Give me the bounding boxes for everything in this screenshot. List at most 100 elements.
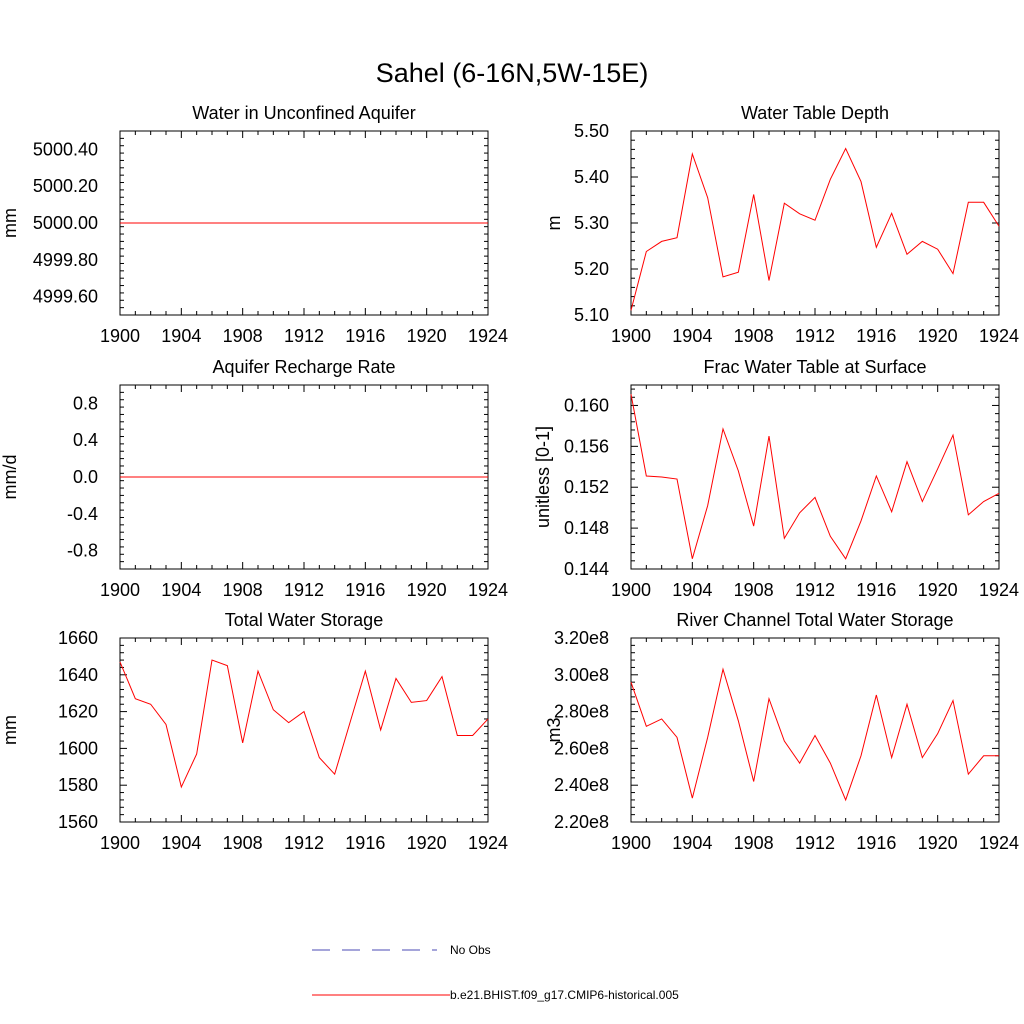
x-tick-label: 1916: [345, 580, 385, 600]
y-axis-label: unitless [0-1]: [533, 426, 553, 528]
x-tick-label: 1908: [223, 833, 263, 853]
y-tick-label: 1660: [58, 628, 98, 648]
x-tick-label: 1924: [979, 580, 1019, 600]
y-axis-label: mm/d: [0, 455, 20, 500]
x-tick-label: 1924: [979, 833, 1019, 853]
panel-1: Water in Unconfined Aquifer 1900 1904 1908 1…: [0, 103, 508, 346]
y-tick-label: 3.20e8: [554, 628, 609, 648]
x-tick-label: 1912: [284, 833, 324, 853]
x-tick-label: 1920: [918, 580, 958, 600]
y-tick-label: 4999.60: [33, 287, 98, 307]
y-tick-label: 5.10: [574, 305, 609, 325]
series-line: [630, 667, 999, 802]
x-tick-label: 1904: [161, 326, 201, 346]
plot-frame: [630, 130, 1000, 316]
y-tick-label: 0.8: [73, 393, 98, 413]
x-tick-label: 1904: [161, 833, 201, 853]
legend: No Obs b.e21.BHIST.f09_g17.CMIP6-histori…: [312, 943, 679, 1002]
x-tick-label: 1908: [734, 833, 774, 853]
x-tick-label: 1920: [407, 833, 447, 853]
x-tick-label: 1916: [856, 833, 896, 853]
x-tick-label: 1920: [918, 326, 958, 346]
plot-frame: [630, 637, 1000, 823]
panel-title: Water in Unconfined Aquifer: [192, 103, 415, 123]
y-tick-label: 0.148: [564, 518, 609, 538]
x-tick-label: 1924: [979, 326, 1019, 346]
y-tick-label: 1600: [58, 738, 98, 758]
y-tick-label: 2.80e8: [554, 702, 609, 722]
y-tick-label: 1620: [58, 702, 98, 722]
x-tick-label: 1920: [918, 833, 958, 853]
y-tick-label: 0.144: [564, 559, 609, 579]
series-line: [630, 147, 1000, 311]
y-tick-label: 2.40e8: [554, 775, 609, 795]
x-tick-label: 1916: [345, 833, 385, 853]
x-tick-label: 1916: [856, 580, 896, 600]
y-tick-label: 5.20: [574, 259, 609, 279]
x-tick-label: 1912: [795, 580, 835, 600]
panel-title: Aquifer Recharge Rate: [212, 357, 395, 377]
y-axis-label: mm: [0, 715, 20, 745]
panel-title: Frac Water Table at Surface: [703, 357, 926, 377]
y-tick-label: 0.0: [73, 467, 98, 487]
y-tick-label: 2.20e8: [554, 812, 609, 832]
legend-model-label: b.e21.BHIST.f09_g17.CMIP6-historical.005: [450, 988, 679, 1002]
y-tick-label: 0.4: [73, 430, 98, 450]
y-tick-label: 1580: [58, 775, 98, 795]
y-tick-label: 4999.80: [33, 250, 98, 270]
plot-frame: [119, 637, 489, 823]
x-tick-label: 1900: [100, 580, 140, 600]
x-tick-label: 1900: [611, 580, 651, 600]
x-tick-label: 1916: [856, 326, 896, 346]
y-tick-label: 1640: [58, 665, 98, 685]
x-tick-label: 1912: [284, 326, 324, 346]
x-tick-label: 1908: [734, 580, 774, 600]
y-tick-label: 0.152: [564, 477, 609, 497]
y-tick-label: 5000.40: [33, 139, 98, 159]
x-tick-label: 1912: [795, 326, 835, 346]
y-axis-label: m3: [544, 717, 564, 742]
panel-4: Frac Water Table at Surface 1900 1904 1908 1…: [533, 357, 1019, 600]
panel-title: Water Table Depth: [741, 103, 889, 123]
y-tick-label: 5000.00: [33, 213, 98, 233]
y-axis-label: m: [544, 216, 564, 231]
series-line: [630, 394, 1000, 560]
y-tick-label: 5.40: [574, 167, 609, 187]
panel-title: River Channel Total Water Storage: [676, 610, 953, 630]
panel-6: River Channel Total Water Storage 1900 190…: [544, 610, 1019, 853]
figure-title: Sahel (6-16N,5W-15E): [376, 58, 649, 88]
plot-frame: [630, 384, 1000, 570]
panel-5: Total Water Storage 1900 1904 1908 1912 1916 1…: [0, 610, 508, 853]
y-tick-label: 5.50: [574, 121, 609, 141]
x-tick-label: 1924: [468, 833, 508, 853]
x-tick-label: 1912: [284, 580, 324, 600]
y-tick-label: -0.4: [67, 504, 98, 524]
y-tick-label: -0.8: [67, 541, 98, 561]
x-tick-label: 1904: [161, 580, 201, 600]
x-tick-label: 1916: [345, 326, 385, 346]
x-tick-label: 1900: [100, 326, 140, 346]
panel-3: Aquifer Recharge Rate 1900 1904 1908 1912 191…: [0, 357, 508, 600]
x-tick-label: 1904: [672, 326, 712, 346]
x-tick-label: 1912: [795, 833, 835, 853]
x-tick-label: 1904: [672, 833, 712, 853]
panels-group: Water in Unconfined Aquifer 1900 1904 1908 1…: [0, 103, 1019, 853]
y-tick-label: 0.156: [564, 436, 609, 456]
y-tick-label: 1560: [58, 812, 98, 832]
y-tick-label: 5000.20: [33, 176, 98, 196]
legend-obs-label: No Obs: [450, 943, 491, 957]
panel-2: Water Table Depth 1900 1904 1908 1912 1916 192…: [544, 103, 1019, 346]
x-tick-label: 1920: [407, 580, 447, 600]
x-tick-label: 1924: [468, 326, 508, 346]
x-tick-label: 1900: [611, 833, 651, 853]
y-axis-label: mm: [0, 208, 20, 238]
x-tick-label: 1904: [672, 580, 712, 600]
x-tick-label: 1908: [734, 326, 774, 346]
x-tick-label: 1908: [223, 580, 263, 600]
y-tick-label: 0.160: [564, 395, 609, 415]
x-tick-label: 1908: [223, 326, 263, 346]
y-tick-label: 2.60e8: [554, 738, 609, 758]
series-line: [119, 659, 489, 789]
panel-title: Total Water Storage: [225, 610, 383, 630]
